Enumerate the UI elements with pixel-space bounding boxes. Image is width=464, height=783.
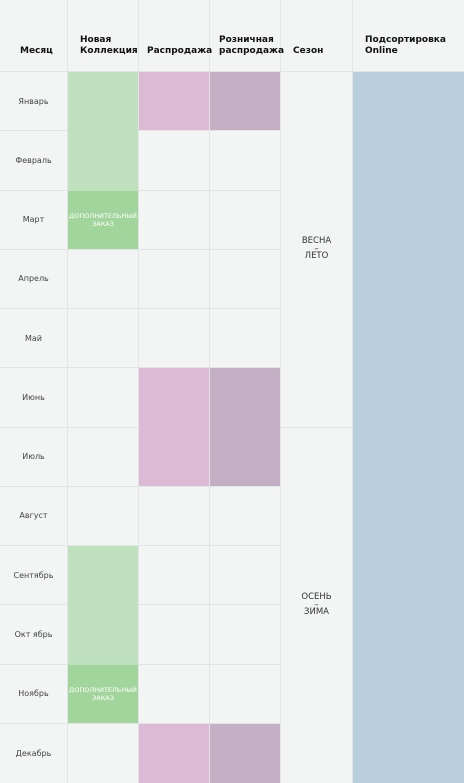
month-label: Ноябрь <box>18 689 49 699</box>
empty-cell <box>210 605 281 665</box>
new-collection-block <box>68 72 139 191</box>
header-new-collection-line2: Коллекция <box>80 46 138 56</box>
online-restock-block <box>353 72 464 783</box>
header-online-line2: Online <box>365 46 398 56</box>
month-cell: Сентябрь <box>0 546 68 606</box>
header-online: Подсортировка Online <box>353 0 464 72</box>
new-collection-block <box>68 546 139 665</box>
retail-sale-block <box>210 368 281 487</box>
month-label: Январь <box>18 96 49 106</box>
empty-cell <box>210 309 281 369</box>
month-label: Декабрь <box>15 748 52 758</box>
month-label: Май <box>24 333 42 343</box>
empty-cell <box>210 664 281 724</box>
header-retail-sale-line2: распродажа <box>219 46 285 56</box>
empty-cell <box>139 309 210 369</box>
empty-cell <box>68 427 139 487</box>
month-label: Февраль <box>15 155 52 165</box>
month-cell: Январь <box>0 72 68 132</box>
retail-sale-block <box>210 723 281 783</box>
header-sale-label: Распродажа <box>147 46 213 56</box>
season-autumn-winter: ОСЕНЬ – ЗИМА <box>281 427 353 783</box>
empty-cell <box>139 190 210 250</box>
empty-cell <box>68 486 139 546</box>
empty-cell <box>210 249 281 309</box>
additional-order-block: ДОПОЛНИТЕЛЬНЫЙ ЗАКАЗ <box>68 664 139 724</box>
season-spring-summer: ВЕСНА – ЛЕТО <box>281 72 353 428</box>
month-label: Окт ябрь <box>14 629 53 639</box>
header-month-label: Месяц <box>20 46 53 56</box>
sale-block <box>139 72 210 132</box>
additional-order-label: ДОПОЛНИТЕЛЬНЫЙ ЗАКАЗ <box>69 685 137 702</box>
month-label: Апрель <box>18 274 49 284</box>
header-sale: Распродажа <box>139 0 213 72</box>
empty-cell <box>139 249 210 309</box>
season-spring-summer-bottom: ЛЕТО <box>304 251 329 262</box>
empty-cell <box>68 723 139 783</box>
header-month: Месяц <box>0 0 68 72</box>
empty-cell <box>139 546 210 606</box>
month-label: Июнь <box>22 392 45 402</box>
empty-cell <box>68 309 139 369</box>
month-cell: Май <box>0 309 68 369</box>
season-autumn-winter-dash: – <box>314 600 319 611</box>
header-retail-sale-line1: Розничная <box>219 35 274 45</box>
season-spring-summer-top: ВЕСНА <box>301 236 332 247</box>
month-cell: Март <box>0 190 68 250</box>
month-label: Сентябрь <box>13 570 54 580</box>
season-spring-summer-dash: – <box>314 244 319 255</box>
empty-cell <box>68 249 139 309</box>
empty-cell <box>210 190 281 250</box>
empty-cell <box>139 131 210 191</box>
empty-cell <box>210 131 281 191</box>
sale-block <box>139 368 210 487</box>
additional-order-block: ДОПОЛНИТЕЛЬНЫЙ ЗАКАЗ <box>68 190 139 250</box>
month-cell: Ноябрь <box>0 664 68 724</box>
empty-cell <box>139 486 210 546</box>
sale-block <box>139 723 210 783</box>
empty-cell <box>139 664 210 724</box>
header-online-line1: Подсортировка <box>365 35 446 45</box>
month-label: Август <box>19 511 48 521</box>
season-autumn-winter-bottom: ЗИМА <box>304 607 329 618</box>
header-new-collection-line1: Новая <box>80 35 112 45</box>
month-cell: Август <box>0 486 68 546</box>
month-cell: Апрель <box>0 249 68 309</box>
month-cell: Декабрь <box>0 723 68 783</box>
month-label: Март <box>22 215 45 225</box>
month-cell: Июль <box>0 427 68 487</box>
month-cell: Июнь <box>0 368 68 428</box>
empty-cell <box>210 486 281 546</box>
month-label: Июль <box>22 452 45 462</box>
header-season: Сезон <box>281 0 353 72</box>
season-autumn-winter-top: ОСЕНЬ <box>301 592 332 603</box>
retail-sale-block <box>210 72 281 132</box>
empty-cell <box>68 368 139 428</box>
month-cell: Окт ябрь <box>0 605 68 665</box>
header-new-collection: Новая Коллекция <box>68 0 139 72</box>
empty-cell <box>210 546 281 606</box>
header-season-label: Сезон <box>293 46 324 56</box>
header-retail-sale: Розничная распродажа <box>210 0 285 72</box>
additional-order-label: ДОПОЛНИТЕЛЬНЫЙ ЗАКАЗ <box>69 211 137 228</box>
month-cell: Февраль <box>0 131 68 191</box>
empty-cell <box>139 605 210 665</box>
